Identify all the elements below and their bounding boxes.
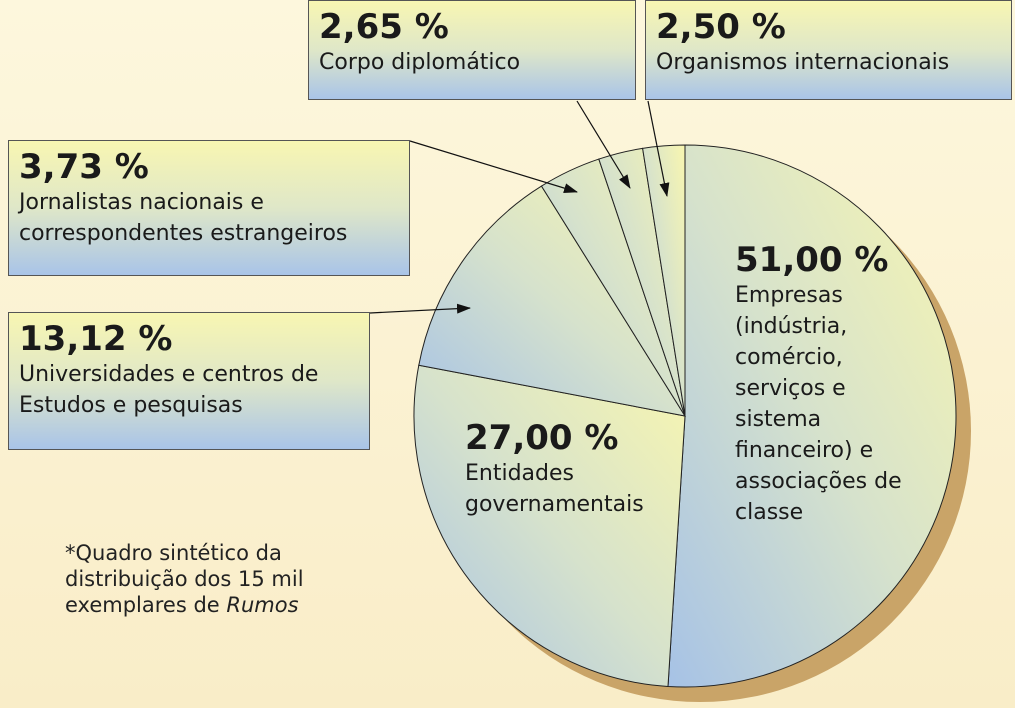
category-label: Empresas (indústria, comércio, serviços … <box>735 283 902 525</box>
label-box: 2,65 % Corpo diplomático <box>308 0 636 100</box>
slice-label: 51,00 % Empresas (indústria, comércio, se… <box>735 240 935 528</box>
category-label: Corpo diplomático <box>319 50 521 75</box>
label-box: 2,50 % Organismos internacionais <box>645 0 1012 100</box>
slice-label: 27,00 % Entidades governamentais <box>465 418 685 520</box>
pie-slice <box>667 144 957 688</box>
category-label: Entidades governamentais <box>465 461 644 517</box>
value-label: 2,65 % <box>319 7 449 47</box>
category-label: Universidades e centros de Estudos e pes… <box>19 362 319 418</box>
pie-slice <box>418 185 687 417</box>
arrow <box>369 303 471 314</box>
value-label: 51,00 % <box>735 240 889 280</box>
value-label: 2,50 % <box>656 7 786 47</box>
pie-slice <box>413 364 686 687</box>
arrow <box>576 100 631 189</box>
label-box: 13,12 % Universidades e centros de Estudo… <box>8 312 370 450</box>
category-label: Organismos internacionais <box>656 50 950 75</box>
note-italic: Rumos <box>226 593 299 617</box>
category-label: Jornalistas nacionais e correspondentes … <box>19 190 348 246</box>
value-label: 27,00 % <box>465 418 619 458</box>
value-label: 3,73 % <box>19 147 149 187</box>
note-text: *Quadro sintético da distribuição dos 15… <box>65 541 304 617</box>
value-label: 13,12 % <box>19 319 173 359</box>
arrow <box>647 100 670 197</box>
label-box: 3,73 % Jornalistas nacionais e correspond… <box>8 140 410 276</box>
note: *Quadro sintético da distribuição dos 15… <box>65 540 365 618</box>
arrow <box>409 140 578 193</box>
pie-slice <box>642 144 686 417</box>
